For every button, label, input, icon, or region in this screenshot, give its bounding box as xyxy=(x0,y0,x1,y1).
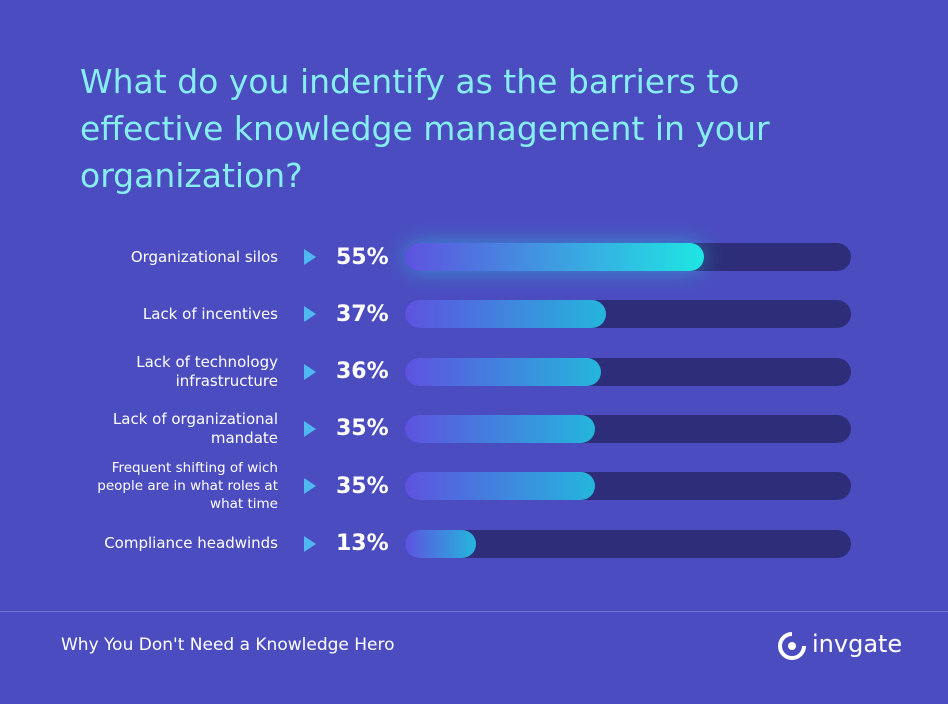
bar xyxy=(405,529,476,558)
value-label: 37% xyxy=(336,301,389,327)
bar xyxy=(405,300,607,329)
value-label: 55% xyxy=(336,244,389,270)
value-label: 35% xyxy=(336,416,389,442)
value-label: 36% xyxy=(336,359,389,385)
divider xyxy=(0,611,948,612)
logo-icon xyxy=(778,632,806,660)
bar xyxy=(405,472,596,501)
value-label: 13% xyxy=(336,531,389,556)
chart-title: What do you indentify as the barriers to… xyxy=(80,62,770,195)
logo-arc xyxy=(778,632,806,660)
bar xyxy=(405,243,705,271)
brand: invgate xyxy=(812,630,903,658)
category-label: Lack of technology infrastructure xyxy=(136,352,278,390)
category-label: Organizational silos xyxy=(130,247,278,266)
bar-track xyxy=(405,529,851,558)
arrow xyxy=(304,249,316,265)
arrow xyxy=(304,478,316,495)
logo-dot xyxy=(788,642,796,650)
value-label: 35% xyxy=(336,473,389,499)
arrow xyxy=(304,535,316,552)
bar xyxy=(405,414,596,443)
category-label: Compliance headwinds xyxy=(104,534,278,552)
category-label: Frequent shifting of wich people are in … xyxy=(97,460,278,513)
arrow xyxy=(304,363,316,380)
category-label: Lack of incentives xyxy=(142,304,278,323)
arrow xyxy=(304,306,316,323)
bar xyxy=(405,357,601,386)
arrow xyxy=(304,420,316,437)
footer-text: Why You Don't Need a Knowledge Hero xyxy=(61,635,395,655)
category-label: Lack of organizational mandate xyxy=(112,409,278,447)
